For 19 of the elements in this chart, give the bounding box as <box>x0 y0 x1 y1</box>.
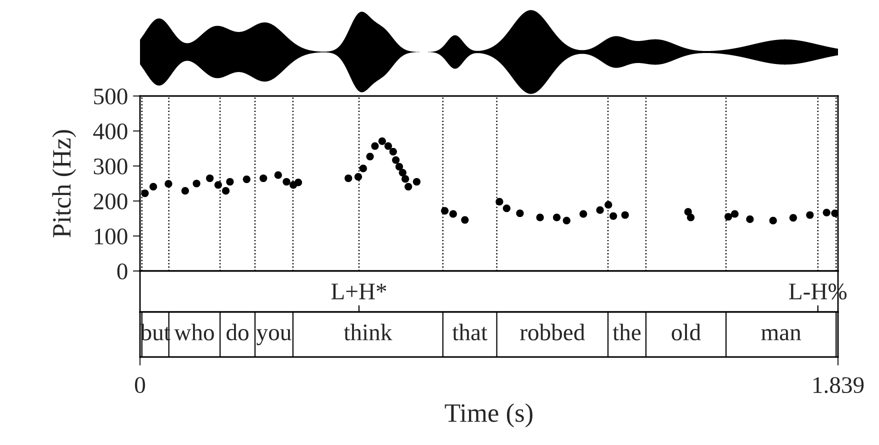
text: the <box>612 324 641 340</box>
y-tick-label: 300 <box>94 158 128 174</box>
text: think <box>344 324 392 340</box>
y-tick-label: 200 <box>94 193 128 210</box>
text: that <box>452 324 488 340</box>
y-axis-title: Pitch (Hz) <box>52 130 76 238</box>
x-tick-label: 1.839 <box>814 377 864 394</box>
text: man <box>761 329 802 340</box>
text: robbed <box>520 324 585 340</box>
text: old <box>672 324 701 340</box>
text: who <box>174 324 214 340</box>
ref-line-label: L+H* <box>331 284 386 300</box>
x-axis-title: Time (s) <box>444 403 532 428</box>
y-tick-label: 500 <box>94 88 128 104</box>
y-tick-label: 400 <box>93 123 128 140</box>
y-tick-label: 0 <box>117 263 128 280</box>
text: you <box>256 328 292 346</box>
y-tick-label: 100 <box>94 228 128 244</box>
text: do <box>226 324 248 340</box>
